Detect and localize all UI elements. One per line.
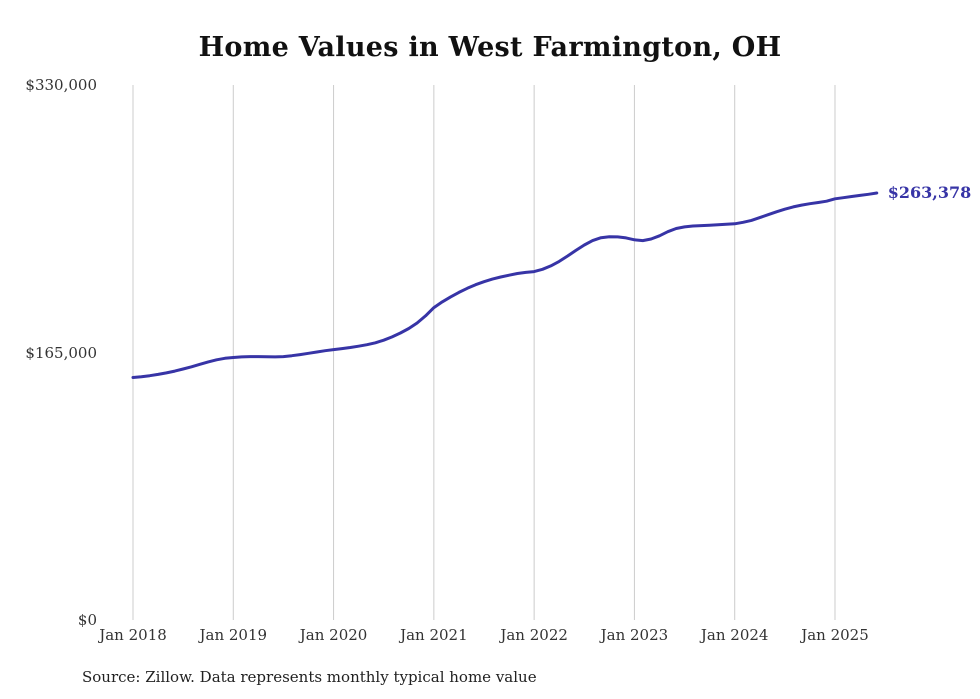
x-axis-tick-label: Jan 2019: [199, 626, 268, 644]
x-axis-tick-label: Jan 2020: [299, 626, 368, 644]
x-axis-tick-label: Jan 2021: [400, 626, 468, 644]
x-axis-tick-label: Jan 2023: [600, 626, 669, 644]
y-axis-tick-label: $330,000: [25, 76, 97, 94]
x-axis-tick-label: Jan 2024: [700, 626, 769, 644]
y-axis-tick-label: $0: [77, 611, 97, 629]
source-note: Source: Zillow. Data represents monthly …: [82, 668, 537, 686]
y-axis-tick-label: $165,000: [25, 343, 97, 362]
x-axis-tick-label: Jan 2025: [801, 626, 869, 644]
home-value-series-line: [131, 191, 879, 379]
x-axis-tick-label: Jan 2018: [99, 626, 167, 644]
x-axis-tick-label: Jan 2022: [500, 626, 568, 644]
chart-title: Home Values in West Farmington, OH: [198, 32, 782, 63]
latest-value-label: $263,378: [887, 183, 972, 202]
